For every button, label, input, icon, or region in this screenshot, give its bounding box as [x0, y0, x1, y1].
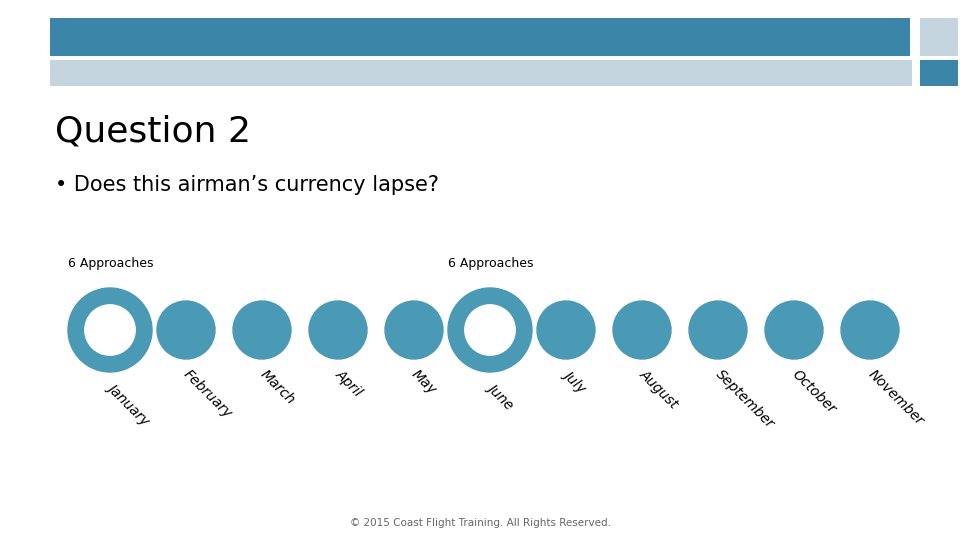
- Circle shape: [689, 301, 747, 359]
- Bar: [920, 60, 958, 86]
- Circle shape: [385, 301, 443, 359]
- Text: June: June: [485, 380, 516, 411]
- Bar: [50, 18, 910, 56]
- Text: July: July: [561, 367, 588, 395]
- Circle shape: [309, 301, 367, 359]
- Circle shape: [537, 301, 595, 359]
- Circle shape: [765, 301, 823, 359]
- Bar: [50, 60, 912, 86]
- Circle shape: [613, 301, 671, 359]
- Circle shape: [68, 288, 152, 372]
- Text: May: May: [409, 367, 440, 397]
- Text: April: April: [333, 367, 366, 400]
- Circle shape: [84, 305, 135, 355]
- Text: © 2015 Coast Flight Training. All Rights Reserved.: © 2015 Coast Flight Training. All Rights…: [349, 518, 611, 528]
- Text: September: September: [713, 367, 777, 431]
- Text: August: August: [637, 367, 682, 411]
- Circle shape: [233, 301, 291, 359]
- Text: • Does this airman’s currency lapse?: • Does this airman’s currency lapse?: [55, 175, 439, 195]
- Circle shape: [465, 305, 516, 355]
- Text: 6 Approaches: 6 Approaches: [448, 257, 534, 270]
- Text: January: January: [105, 380, 153, 427]
- Text: March: March: [257, 367, 298, 407]
- Bar: [920, 18, 958, 56]
- Text: February: February: [181, 367, 235, 421]
- Text: Question 2: Question 2: [55, 115, 251, 149]
- Text: October: October: [789, 367, 838, 416]
- Circle shape: [448, 288, 532, 372]
- Text: November: November: [865, 367, 926, 428]
- Circle shape: [841, 301, 899, 359]
- Circle shape: [157, 301, 215, 359]
- Text: 6 Approaches: 6 Approaches: [68, 257, 154, 270]
